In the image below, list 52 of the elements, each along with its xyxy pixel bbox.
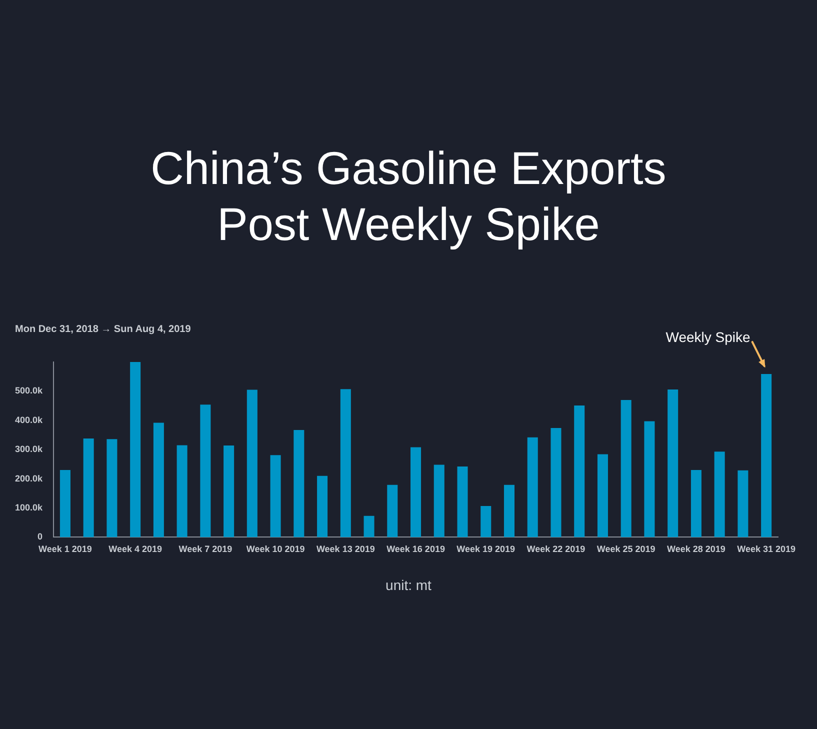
bar [153,422,164,538]
bar [644,421,655,538]
bar [761,374,772,538]
bar [527,437,538,538]
bar [130,362,141,538]
y-tick-label: 100.0k [14,502,44,512]
x-tick-label: Week 1 2019 [38,544,92,554]
bar [668,389,678,538]
bar [83,438,94,538]
bar [246,390,258,538]
x-tick-label: Week 25 2019 [596,544,656,554]
bar [410,447,422,538]
bar [340,389,351,538]
x-tick-label: Week 16 2019 [386,544,445,554]
x-tick-label: Week 19 2019 [456,544,516,554]
bar [200,404,211,538]
x-tick-label: Week 13 2019 [316,544,375,554]
x-tick-label: Week 7 2019 [178,544,232,554]
x-tick-label: Week 31 2019 [737,544,796,554]
bar [504,484,515,538]
y-tick-label: 500.0k [14,386,44,396]
x-tick-label: Week 28 2019 [667,544,726,554]
bar [690,470,702,538]
bar [574,406,585,538]
bar [480,506,492,538]
chart-title: China’s Gasoline Exports Post Weekly Spike [150,141,668,252]
bar [620,400,632,538]
y-tick-label: 400.0k [14,414,44,425]
annotation: Weekly Spike [666,328,751,345]
bar [317,476,328,538]
bar [550,428,562,538]
chart-subtitle: Mon Dec 31, 2018 → Sun Aug 4, 2019 [15,324,191,335]
bar [270,455,281,538]
x-tick-label: Week 10 2019 [246,544,305,554]
bar [738,470,748,538]
bar [364,516,374,538]
bar [224,446,234,538]
bar [457,466,468,538]
x-tick-label: Week 4 2019 [108,544,162,554]
bar [60,470,70,538]
bar [176,445,188,538]
y-tick-label: 300.0k [14,444,44,454]
y-tick-label: 0 [38,532,43,542]
bar [597,454,608,538]
bar [714,452,725,538]
text: unit: mt [384,577,432,593]
bar [294,430,304,538]
y-tick-label: 200.0k [14,473,44,484]
bar [434,464,444,538]
x-tick-label: Week 22 2019 [526,544,586,554]
bar [106,439,118,538]
bar [387,484,398,538]
